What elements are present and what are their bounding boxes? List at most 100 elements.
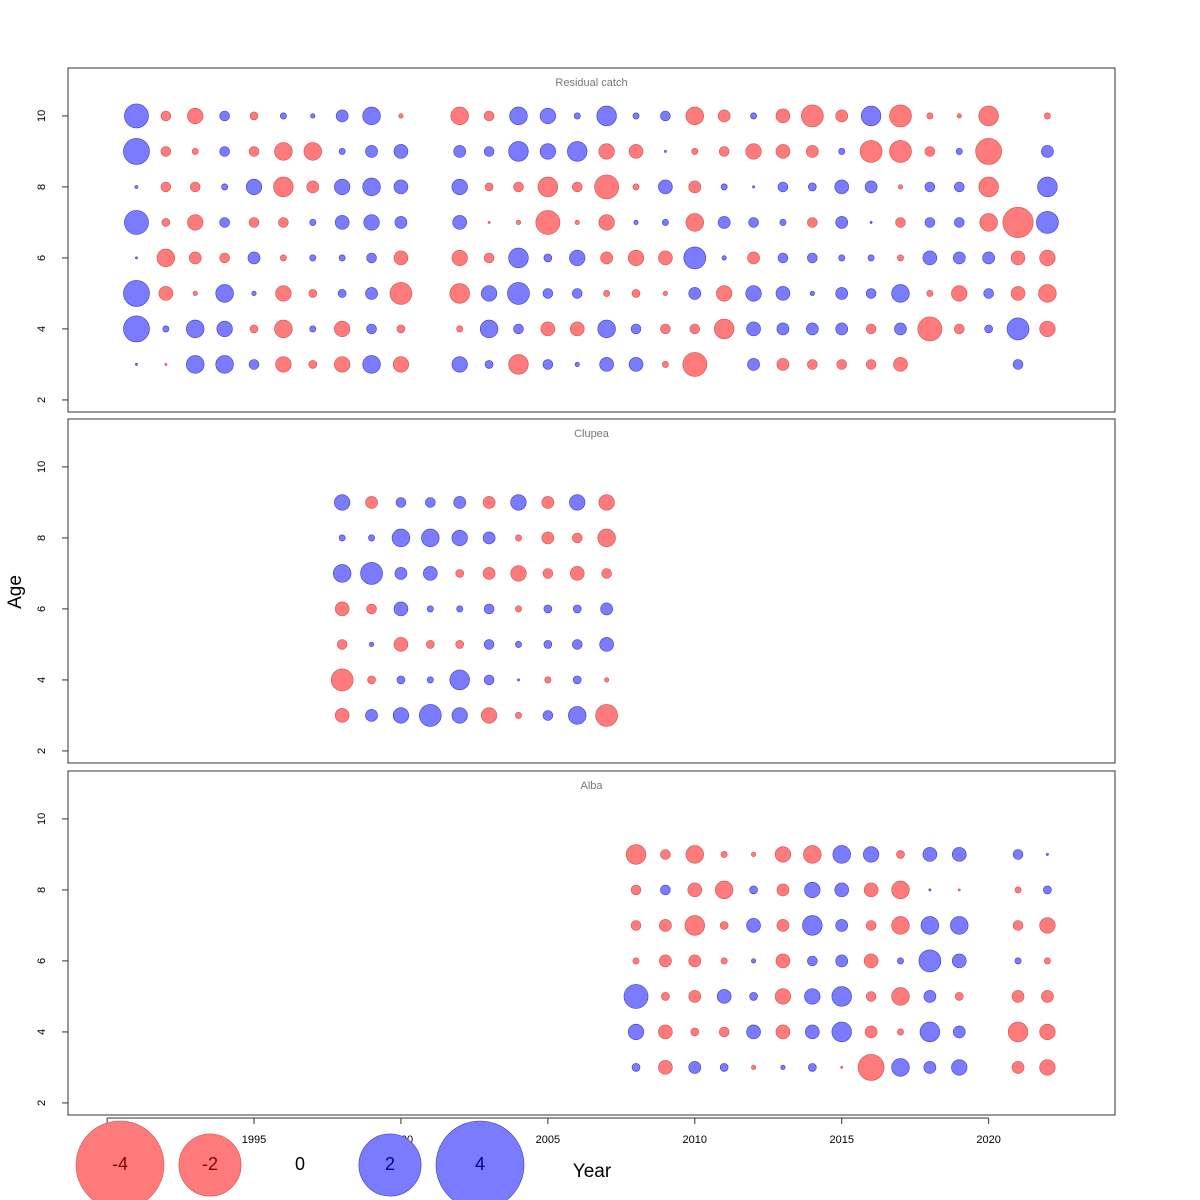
residual-bubble xyxy=(834,179,849,195)
residual-bubble xyxy=(954,181,965,193)
legend-label: 2 xyxy=(385,1154,395,1174)
residual-bubble xyxy=(216,320,233,338)
residual-bubble xyxy=(745,285,762,302)
residual-bubble xyxy=(956,113,962,119)
residual-bubble xyxy=(393,179,409,195)
residual-bubble xyxy=(688,990,702,1003)
residual-bubble xyxy=(688,954,702,968)
residual-bubble xyxy=(394,216,408,229)
residual-bubble xyxy=(623,984,649,1009)
residual-bubble xyxy=(1002,206,1034,238)
residual-bubble xyxy=(134,185,139,189)
residual-bubble xyxy=(453,145,467,158)
residual-bubble xyxy=(805,1024,820,1040)
x-tick-label: 2020 xyxy=(976,1134,1000,1146)
residual-bubble xyxy=(421,528,440,548)
residual-bubble xyxy=(889,140,912,163)
residual-bubble xyxy=(954,323,965,335)
y-tick-label: 4 xyxy=(36,677,48,683)
legend-label: 4 xyxy=(475,1154,485,1174)
residual-bubble xyxy=(452,215,467,230)
residual-bubble xyxy=(453,496,467,509)
residual-bubble xyxy=(426,640,435,649)
residual-bubble xyxy=(481,285,498,302)
residual-bubble xyxy=(831,986,852,1007)
legend-bubble xyxy=(435,1120,525,1200)
residual-bubble xyxy=(1044,112,1051,120)
residual-bubble xyxy=(926,112,934,120)
residual-bubble xyxy=(330,668,354,692)
residual-bubble xyxy=(863,846,880,863)
residual-bubble xyxy=(426,676,434,684)
residual-bubble xyxy=(749,992,758,1001)
residual-bubble xyxy=(574,219,580,225)
residual-bubble xyxy=(897,1028,904,1036)
residual-bubble xyxy=(597,528,616,548)
residual-bubble xyxy=(160,110,172,122)
residual-bubble xyxy=(362,177,381,197)
residual-bubble xyxy=(187,214,204,231)
residual-bubble xyxy=(807,252,818,264)
residual-bubble xyxy=(569,249,586,267)
residual-bubble xyxy=(215,284,234,303)
residual-bubble xyxy=(1039,1059,1056,1076)
residual-bubble xyxy=(543,640,553,649)
residual-bubble xyxy=(338,534,346,542)
residual-bubble xyxy=(690,1027,700,1037)
residual-bubble xyxy=(567,141,588,162)
residual-bubble xyxy=(573,112,581,120)
residual-bubble xyxy=(658,250,673,266)
residual-bubble xyxy=(309,325,317,333)
residual-bubble xyxy=(1046,853,1049,856)
residual-bubble xyxy=(631,289,641,298)
x-tick-label: 1995 xyxy=(242,1134,266,1146)
residual-bubble xyxy=(804,881,821,899)
residual-bubble xyxy=(1039,249,1056,267)
residual-bubble xyxy=(393,601,409,617)
residual-bubble xyxy=(831,1021,852,1043)
residual-bubble xyxy=(449,669,470,691)
residual-bubble xyxy=(392,707,410,724)
residual-bubble xyxy=(661,361,669,368)
residual-bubble xyxy=(894,322,907,336)
residual-bubble xyxy=(688,180,702,194)
residual-bubble xyxy=(633,219,639,225)
residual-bubble xyxy=(219,146,230,157)
residual-bubble xyxy=(539,143,556,160)
residual-bubble xyxy=(747,358,760,371)
residual-bubble xyxy=(776,322,790,336)
residual-bubble xyxy=(425,497,436,508)
residual-bubble xyxy=(859,140,883,163)
residual-bubble xyxy=(423,566,438,581)
residual-bubble xyxy=(625,844,647,865)
residual-bubble xyxy=(595,704,618,727)
residual-bubble xyxy=(869,221,873,224)
residual-bubble xyxy=(188,251,202,265)
residual-bubble xyxy=(984,324,993,334)
residual-bubble xyxy=(688,287,702,300)
residual-bubble xyxy=(891,987,910,1006)
residual-bubble xyxy=(804,988,821,1005)
residual-bubble xyxy=(865,359,877,370)
residual-bubble xyxy=(598,214,615,231)
residual-bubble xyxy=(691,148,699,155)
residual-bubble xyxy=(1044,957,1051,965)
residual-bubble xyxy=(482,531,496,545)
residual-bubble xyxy=(835,322,849,336)
residual-bubble xyxy=(682,352,708,377)
residual-bubble xyxy=(334,320,351,338)
residual-bubble xyxy=(572,288,583,299)
residual-bubble xyxy=(248,359,260,370)
residual-bubble xyxy=(774,988,792,1005)
residual-bubble xyxy=(920,916,940,935)
residual-bubble xyxy=(186,355,205,374)
residual-bubble xyxy=(749,885,758,895)
residual-bubble xyxy=(809,290,815,296)
residual-bubble xyxy=(156,248,176,268)
residual-bubble xyxy=(835,954,849,968)
residual-bubble xyxy=(1038,284,1057,303)
residual-bubble xyxy=(336,639,348,650)
residual-bubble xyxy=(483,639,495,650)
residual-bubble xyxy=(632,183,640,191)
